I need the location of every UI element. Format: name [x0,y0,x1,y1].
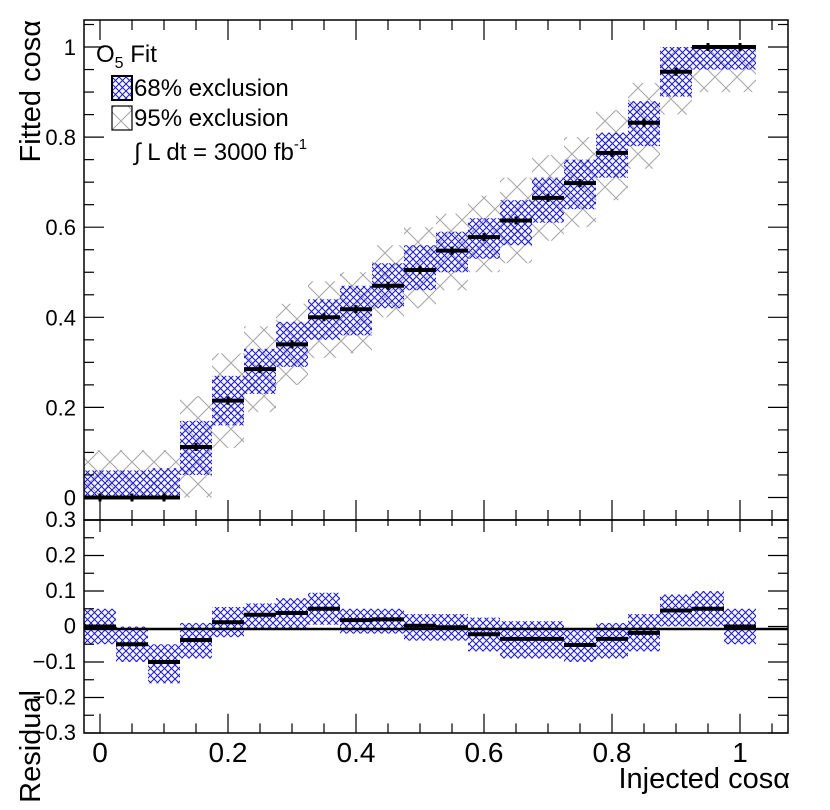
main-y-tick-label: 1 [64,35,76,60]
residual-y-tick-label: 0 [64,614,76,639]
residual-y-tick-label: −0.3 [33,720,76,745]
legend-luminosity: ∫ L dt = 3000 fb-1 [132,136,307,166]
residual-y-tick-label: −0.2 [33,685,76,710]
main-y-axis-title: Fitted cosα [15,20,47,162]
x-tick-label: 0.6 [465,737,504,768]
legend: O5 Fit 68% exclusion 95% exclusion ∫ L d… [96,41,307,166]
x-tick-label: 0 [92,737,108,768]
x-tick-label: 1 [732,737,748,768]
x-tick-label: 0.4 [337,737,376,768]
residual-x-axis: 0 0.2 0.4 0.6 0.8 1 [92,520,773,768]
residual-band68-group [84,591,756,684]
main-y-tick-label: 0.2 [45,395,76,420]
legend-entry-95: 95% exclusion [134,105,289,132]
legend-entry-68: 68% exclusion [134,75,289,102]
residual-y-tick-label: 0.3 [45,507,76,532]
main-y-tick-label: 0 [64,485,76,510]
x-tick-label: 0.8 [593,737,632,768]
residual-y-tick-label: −0.1 [33,649,76,674]
legend-swatch-68 [111,75,133,101]
main-y-tick-label: 0.6 [45,215,76,240]
main-y-axis: 0 0.2 0.4 0.6 0.8 1 [45,23,788,510]
main-y-tick-label: 0.4 [45,305,76,330]
legend-swatch-95 [111,105,133,131]
main-band68-bin [692,47,724,70]
legend-title: O5 Fit [96,41,157,72]
x-axis-title: Injected cosα [618,763,790,795]
main-y-tick-label: 0.8 [45,125,76,150]
main-x-axis-ticks [99,20,773,520]
residual-points-group [84,606,756,664]
residual-y-tick-label: 0.1 [45,578,76,603]
residual-y-axis-title: Residual [15,690,47,803]
main-band68-bin [724,47,756,70]
main-band68-bin [148,468,180,498]
residual-y-axis: −0.3 −0.2 −0.1 0 0.1 0.2 0.3 [33,507,788,745]
residual-y-tick-label: 0.2 [45,543,76,568]
x-tick-label: 0.2 [209,737,248,768]
main-band68-bin [116,470,148,498]
